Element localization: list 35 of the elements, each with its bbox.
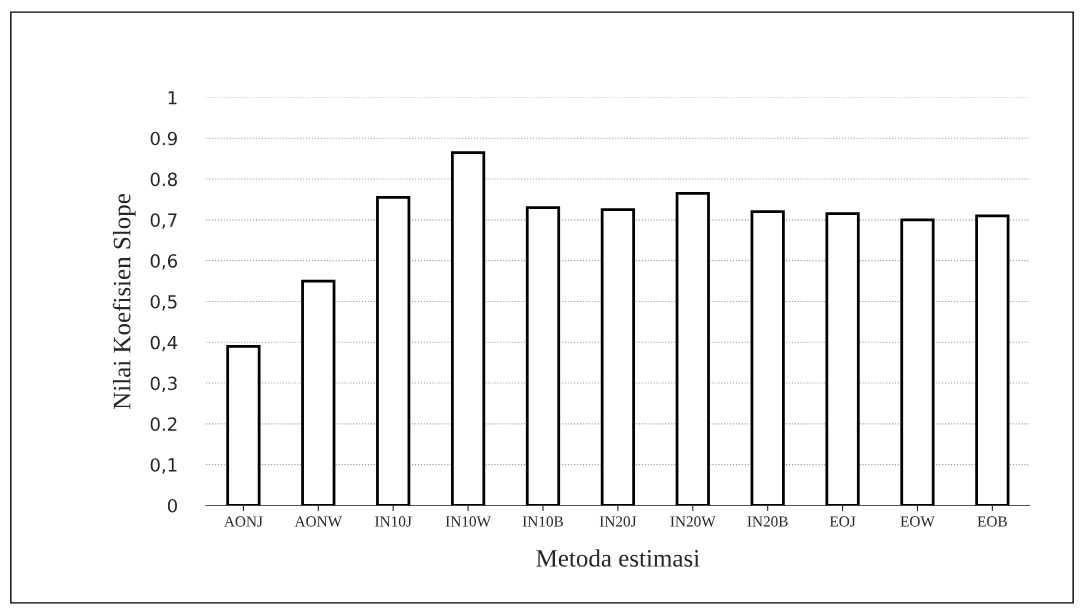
x-tick-label: EOW — [900, 516, 935, 527]
bar — [825, 212, 860, 506]
bar — [600, 208, 635, 506]
bar — [975, 214, 1010, 506]
y-tick-label: 0,5 — [150, 294, 177, 311]
y-axis-title: Nilai Koefisien Slope — [112, 194, 136, 410]
x-tick-label: IN10B — [522, 516, 564, 527]
x-tick-label: IN20J — [599, 516, 637, 527]
y-tick-label: 0,6 — [150, 254, 178, 270]
bar — [525, 206, 561, 506]
x-tick-label: IN20B — [747, 516, 788, 527]
y-tick-label: 0,7 — [150, 213, 177, 229]
bar — [750, 210, 785, 506]
x-axis-title: Metoda estimasi — [536, 549, 700, 567]
x-tick-label: EOB — [977, 516, 1007, 527]
y-tick-label: 1 — [168, 91, 177, 105]
x-tick-label: AONJ — [224, 516, 263, 527]
y-tick-label: 0.9 — [150, 131, 177, 146]
bar — [675, 191, 710, 506]
y-tick-label: 0.2 — [150, 417, 177, 431]
y-tick-label: 0,3 — [150, 376, 177, 393]
y-tick-label: 0,4 — [150, 335, 178, 352]
bar — [226, 344, 261, 506]
bar — [900, 218, 935, 506]
bar — [301, 279, 336, 506]
y-tick-label: 0,1 — [150, 458, 177, 474]
x-tick-label: IN10W — [445, 516, 491, 527]
x-tick-label: IN10J — [375, 516, 412, 527]
x-tick-label: IN20W — [670, 516, 716, 527]
y-tick-label: 0 — [167, 498, 177, 513]
x-tick-label: EOJ — [829, 516, 856, 527]
bar — [376, 196, 411, 506]
bar — [450, 151, 486, 506]
x-tick-label: AONW — [294, 516, 343, 527]
y-tick-label: 0.8 — [150, 172, 177, 187]
